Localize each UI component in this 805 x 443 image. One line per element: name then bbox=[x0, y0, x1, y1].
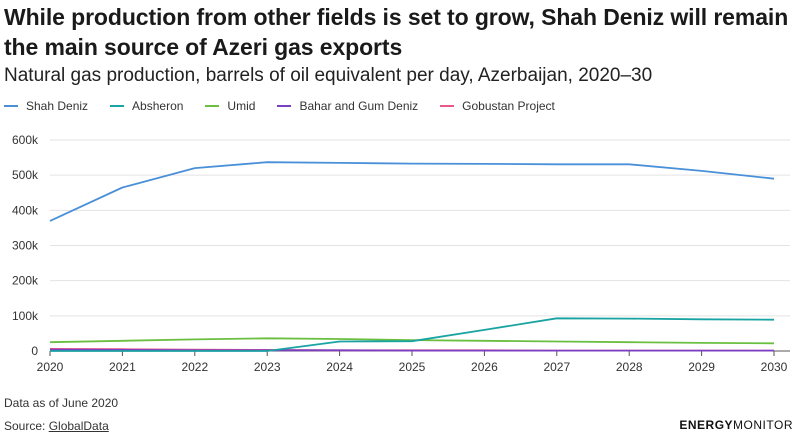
series-line-shah-deniz bbox=[49, 161, 775, 222]
legend-swatch bbox=[110, 105, 125, 107]
chart-legend: Shah Deniz Absheron Umid Bahar and Gum Deni… bbox=[4, 99, 577, 113]
x-tick-label: 2028 bbox=[616, 360, 643, 374]
y-tick-label: 400k bbox=[12, 203, 39, 217]
y-tick-label: 100k bbox=[12, 309, 39, 323]
legend-item-absheron: Absheron bbox=[110, 99, 183, 113]
x-tick-label: 2022 bbox=[181, 360, 208, 374]
series-line-umid bbox=[49, 337, 775, 345]
legend-label: Absheron bbox=[132, 99, 184, 113]
legend-label: Shah Deniz bbox=[26, 99, 89, 113]
legend-swatch bbox=[205, 105, 220, 107]
y-tick-label: 0 bbox=[31, 344, 38, 358]
source-prefix: Source: bbox=[4, 419, 49, 433]
legend-item-umid: Umid bbox=[205, 99, 255, 113]
x-tick-label: 2030 bbox=[761, 360, 788, 374]
source-link[interactable]: GlobalData bbox=[48, 419, 109, 433]
x-tick-label: 2020 bbox=[37, 360, 64, 374]
brand-logo-light: MONITOR bbox=[733, 418, 793, 432]
legend-label: Gobustan Project bbox=[462, 99, 555, 113]
data-note: Data as of June 2020 bbox=[4, 396, 119, 410]
y-tick-label: 200k bbox=[12, 274, 39, 288]
x-tick-label: 2023 bbox=[254, 360, 281, 374]
x-tick-label: 2024 bbox=[326, 360, 353, 374]
brand-logo: ENERGYMONITOR bbox=[679, 418, 793, 432]
chart-title: While production from other fields is se… bbox=[4, 4, 789, 60]
chart-subtitle: Natural gas production, barrels of oil e… bbox=[4, 65, 653, 86]
y-tick-label: 600k bbox=[12, 133, 39, 147]
y-tick-label: 500k bbox=[12, 168, 39, 182]
x-tick-label: 2029 bbox=[688, 360, 715, 374]
legend-label: Umid bbox=[227, 99, 256, 113]
legend-swatch bbox=[4, 105, 18, 107]
x-tick-label: 2027 bbox=[543, 360, 570, 374]
x-tick-label: 2021 bbox=[109, 360, 136, 374]
x-tick-label: 2026 bbox=[471, 360, 498, 374]
legend-label: Bahar and Gum Deniz bbox=[299, 99, 419, 113]
legend-item-bahar-and-gum-deniz: Bahar and Gum Deniz bbox=[277, 99, 418, 113]
x-tick-label: 2025 bbox=[399, 360, 426, 374]
brand-logo-bold: ENERGY bbox=[679, 418, 734, 432]
y-tick-label: 300k bbox=[12, 239, 39, 253]
legend-item-gobustan-project: Gobustan Project bbox=[440, 99, 555, 113]
series-line-absheron bbox=[50, 317, 775, 352]
source-line: Source: GlobalData bbox=[4, 419, 109, 433]
legend-swatch bbox=[440, 105, 455, 107]
legend-item-shah-deniz: Shah Deniz bbox=[4, 99, 88, 113]
legend-swatch bbox=[277, 105, 292, 107]
line-chart: 0 100k 200k 300k 400k 500k 600k 2020 2021 2022 202… bbox=[12, 133, 790, 374]
